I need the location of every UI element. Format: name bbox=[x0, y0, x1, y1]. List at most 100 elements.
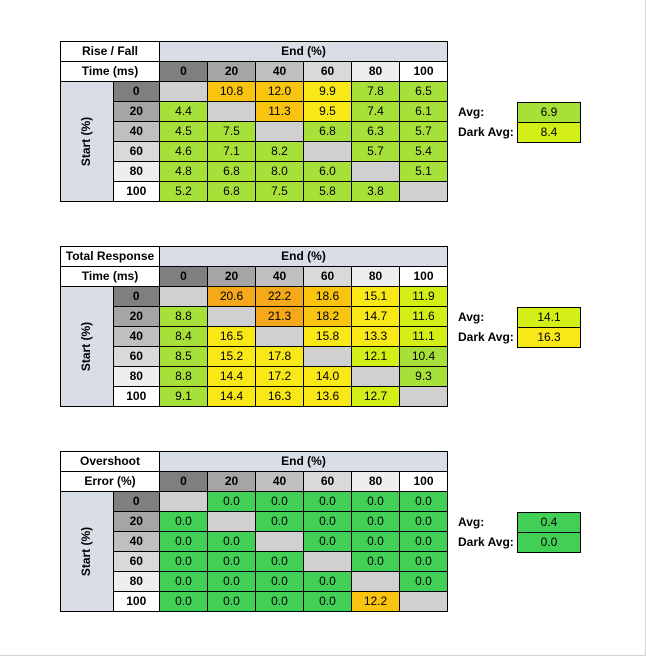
start-row-header: 0 bbox=[112, 286, 161, 307]
start-row-header: 40 bbox=[112, 121, 161, 142]
total-response-dark-avg-value: 16.3 bbox=[517, 327, 581, 348]
heatmap-cell: 15.1 bbox=[351, 286, 400, 307]
heatmap-cell: 0.0 bbox=[159, 571, 208, 592]
heatmap-cell: 17.8 bbox=[255, 346, 304, 367]
rise-fall-title-line1: Rise / Fall bbox=[60, 41, 160, 62]
heatmap-cell: 0.0 bbox=[207, 531, 256, 552]
end-column-header: 0 bbox=[159, 61, 208, 82]
heatmap-cell: 11.1 bbox=[399, 326, 448, 347]
start-row-header: 60 bbox=[112, 346, 161, 367]
heatmap-cell: 8.2 bbox=[255, 141, 304, 162]
heatmap-cell: 6.3 bbox=[351, 121, 400, 142]
diagonal-cell bbox=[351, 571, 400, 592]
diagonal-cell bbox=[303, 141, 352, 162]
heatmap-cell: 14.0 bbox=[303, 366, 352, 387]
diagonal-cell bbox=[207, 306, 256, 327]
overshoot-dark-avg-value: 0.0 bbox=[517, 532, 581, 553]
heatmap-cell: 6.8 bbox=[207, 181, 256, 202]
heatmap-cell: 0.0 bbox=[303, 491, 352, 512]
rise-fall-dark-avg-label: Dark Avg: bbox=[458, 125, 514, 139]
total-response-title-line1: Total Response bbox=[60, 246, 160, 267]
end-column-header: 20 bbox=[207, 471, 256, 492]
heatmap-cell: 3.8 bbox=[351, 181, 400, 202]
diagonal-cell bbox=[399, 386, 448, 407]
end-axis-label: End (%) bbox=[159, 246, 448, 267]
total-response-dark-avg-label: Dark Avg: bbox=[458, 330, 514, 344]
total-response-table: Total Response End (%) Time (ms) 0 20 40 60 80 1… bbox=[60, 246, 448, 407]
end-column-header: 40 bbox=[255, 266, 304, 287]
rise-fall-table-block: Rise / Fall End (%) Time (ms) 0 20 40 60 80 100 S… bbox=[60, 41, 581, 207]
heatmap-cell: 4.8 bbox=[159, 161, 208, 182]
heatmap-cell: 0.0 bbox=[255, 491, 304, 512]
heatmap-cell: 0.0 bbox=[207, 571, 256, 592]
heatmap-cell: 0.0 bbox=[207, 491, 256, 512]
heatmap-cell: 5.8 bbox=[303, 181, 352, 202]
heatmap-cell: 0.0 bbox=[399, 531, 448, 552]
heatmap-cell: 15.2 bbox=[207, 346, 256, 367]
heatmap-cell: 4.5 bbox=[159, 121, 208, 142]
heatmap-cell: 9.1 bbox=[159, 386, 208, 407]
start-row-header: 100 bbox=[112, 386, 161, 407]
heatmap-cell: 12.1 bbox=[351, 346, 400, 367]
start-axis-label: Start (%) bbox=[60, 286, 114, 407]
heatmap-cell: 11.3 bbox=[255, 101, 304, 122]
heatmap-cell: 11.9 bbox=[399, 286, 448, 307]
start-row-header: 40 bbox=[112, 326, 161, 347]
heatmap-cell: 7.5 bbox=[255, 181, 304, 202]
diagonal-cell bbox=[255, 121, 304, 142]
end-column-header: 0 bbox=[159, 471, 208, 492]
heatmap-cell: 0.0 bbox=[303, 591, 352, 612]
heatmap-cell: 7.4 bbox=[351, 101, 400, 122]
heatmap-cell: 8.8 bbox=[159, 306, 208, 327]
heatmap-cell: 4.4 bbox=[159, 101, 208, 122]
heatmap-cell: 9.9 bbox=[303, 81, 352, 102]
heatmap-cell: 6.0 bbox=[303, 161, 352, 182]
heatmap-cell: 12.2 bbox=[351, 591, 400, 612]
heatmap-cell: 9.5 bbox=[303, 101, 352, 122]
diagonal-cell bbox=[351, 366, 400, 387]
total-response-avg-label: Avg: bbox=[458, 310, 485, 324]
heatmap-cell: 11.6 bbox=[399, 306, 448, 327]
heatmap-cell: 0.0 bbox=[159, 591, 208, 612]
heatmap-cell: 15.8 bbox=[303, 326, 352, 347]
heatmap-cell: 0.0 bbox=[207, 591, 256, 612]
heatmap-cell: 8.4 bbox=[159, 326, 208, 347]
heatmap-cell: 10.8 bbox=[207, 81, 256, 102]
heatmap-cell: 7.5 bbox=[207, 121, 256, 142]
heatmap-cell: 0.0 bbox=[255, 571, 304, 592]
total-response-avg-value: 14.1 bbox=[517, 307, 581, 328]
heatmap-cell: 5.2 bbox=[159, 181, 208, 202]
diagonal-cell bbox=[159, 491, 208, 512]
heatmap-cell: 13.6 bbox=[303, 386, 352, 407]
heatmap-cell: 0.0 bbox=[351, 551, 400, 572]
end-column-header: 100 bbox=[399, 61, 448, 82]
heatmap-cell: 16.5 bbox=[207, 326, 256, 347]
start-row-header: 80 bbox=[112, 571, 161, 592]
heatmap-cell: 20.6 bbox=[207, 286, 256, 307]
start-axis-label-text: Start (%) bbox=[79, 526, 94, 577]
heatmap-cell: 14.4 bbox=[207, 386, 256, 407]
start-row-header: 60 bbox=[112, 551, 161, 572]
end-column-header: 40 bbox=[255, 471, 304, 492]
total-response-title-line2: Time (ms) bbox=[60, 266, 160, 287]
start-row-header: 20 bbox=[112, 306, 161, 327]
overshoot-title-line2: Error (%) bbox=[60, 471, 160, 492]
overshoot-dark-avg-label: Dark Avg: bbox=[458, 535, 514, 549]
overshoot-title-line1: Overshoot bbox=[60, 451, 160, 472]
heatmap-cell: 0.0 bbox=[255, 551, 304, 572]
heatmap-cell: 0.0 bbox=[399, 551, 448, 572]
heatmap-cell: 16.3 bbox=[255, 386, 304, 407]
heatmap-cell: 14.4 bbox=[207, 366, 256, 387]
diagonal-cell bbox=[207, 511, 256, 532]
total-response-table-block: Total Response End (%) Time (ms) 0 20 40 60 80 1… bbox=[60, 246, 581, 412]
heatmap-cell: 0.0 bbox=[399, 511, 448, 532]
heatmap-cell: 18.6 bbox=[303, 286, 352, 307]
heatmap-cell: 13.3 bbox=[351, 326, 400, 347]
start-row-header: 20 bbox=[112, 511, 161, 532]
overshoot-avg-value: 0.4 bbox=[517, 512, 581, 533]
start-axis-label-text: Start (%) bbox=[79, 321, 94, 372]
start-row-header: 80 bbox=[112, 366, 161, 387]
end-axis-label: End (%) bbox=[159, 41, 448, 62]
start-row-header: 80 bbox=[112, 161, 161, 182]
end-column-header: 100 bbox=[399, 266, 448, 287]
